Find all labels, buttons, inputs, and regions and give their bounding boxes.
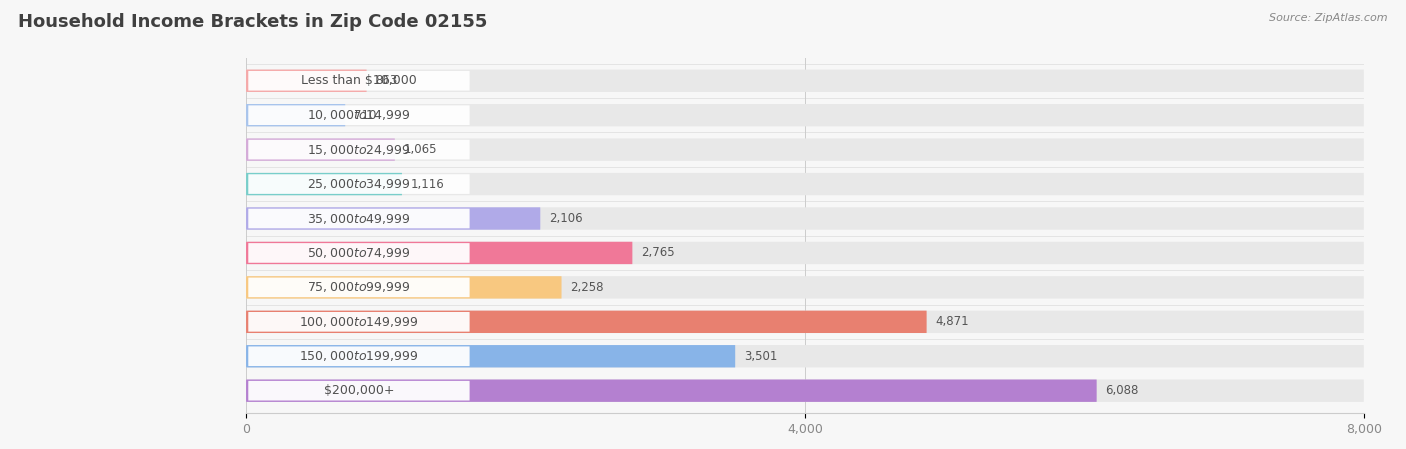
Text: 6,088: 6,088 [1105,384,1139,397]
Text: 1,065: 1,065 [404,143,437,156]
FancyBboxPatch shape [246,173,402,195]
Text: $50,000 to $74,999: $50,000 to $74,999 [307,246,411,260]
FancyBboxPatch shape [246,173,1364,195]
Text: Household Income Brackets in Zip Code 02155: Household Income Brackets in Zip Code 02… [18,13,488,31]
FancyBboxPatch shape [246,207,1364,230]
FancyBboxPatch shape [246,104,346,126]
FancyBboxPatch shape [246,276,1364,299]
FancyBboxPatch shape [249,71,470,91]
Text: 710: 710 [354,109,377,122]
FancyBboxPatch shape [246,70,1364,92]
FancyBboxPatch shape [249,209,470,229]
FancyBboxPatch shape [246,242,1364,264]
FancyBboxPatch shape [246,138,395,161]
Text: $150,000 to $199,999: $150,000 to $199,999 [299,349,419,363]
FancyBboxPatch shape [246,311,927,333]
FancyBboxPatch shape [246,276,561,299]
FancyBboxPatch shape [246,242,633,264]
FancyBboxPatch shape [246,379,1097,402]
Text: 3,501: 3,501 [744,350,778,363]
FancyBboxPatch shape [246,104,1364,126]
Text: $25,000 to $34,999: $25,000 to $34,999 [307,177,411,191]
FancyBboxPatch shape [249,347,470,366]
Text: $15,000 to $24,999: $15,000 to $24,999 [307,143,411,157]
FancyBboxPatch shape [246,345,735,367]
Text: 2,106: 2,106 [550,212,583,225]
FancyBboxPatch shape [246,70,367,92]
FancyBboxPatch shape [249,140,470,159]
FancyBboxPatch shape [249,312,470,332]
Text: $10,000 to $14,999: $10,000 to $14,999 [307,108,411,122]
Text: Less than $10,000: Less than $10,000 [301,74,416,87]
Text: $35,000 to $49,999: $35,000 to $49,999 [307,211,411,225]
FancyBboxPatch shape [246,207,540,230]
FancyBboxPatch shape [246,138,1364,161]
Text: $75,000 to $99,999: $75,000 to $99,999 [307,280,411,295]
FancyBboxPatch shape [249,106,470,125]
FancyBboxPatch shape [246,345,1364,367]
FancyBboxPatch shape [249,243,470,263]
Text: $100,000 to $149,999: $100,000 to $149,999 [299,315,419,329]
Text: 1,116: 1,116 [411,177,444,190]
FancyBboxPatch shape [249,277,470,297]
FancyBboxPatch shape [246,311,1364,333]
Text: Source: ZipAtlas.com: Source: ZipAtlas.com [1270,13,1388,23]
Text: 863: 863 [375,74,398,87]
Text: 2,765: 2,765 [641,247,675,260]
Text: 2,258: 2,258 [571,281,605,294]
Text: 4,871: 4,871 [935,315,969,328]
FancyBboxPatch shape [249,381,470,401]
FancyBboxPatch shape [249,174,470,194]
Text: $200,000+: $200,000+ [323,384,394,397]
FancyBboxPatch shape [246,379,1364,402]
